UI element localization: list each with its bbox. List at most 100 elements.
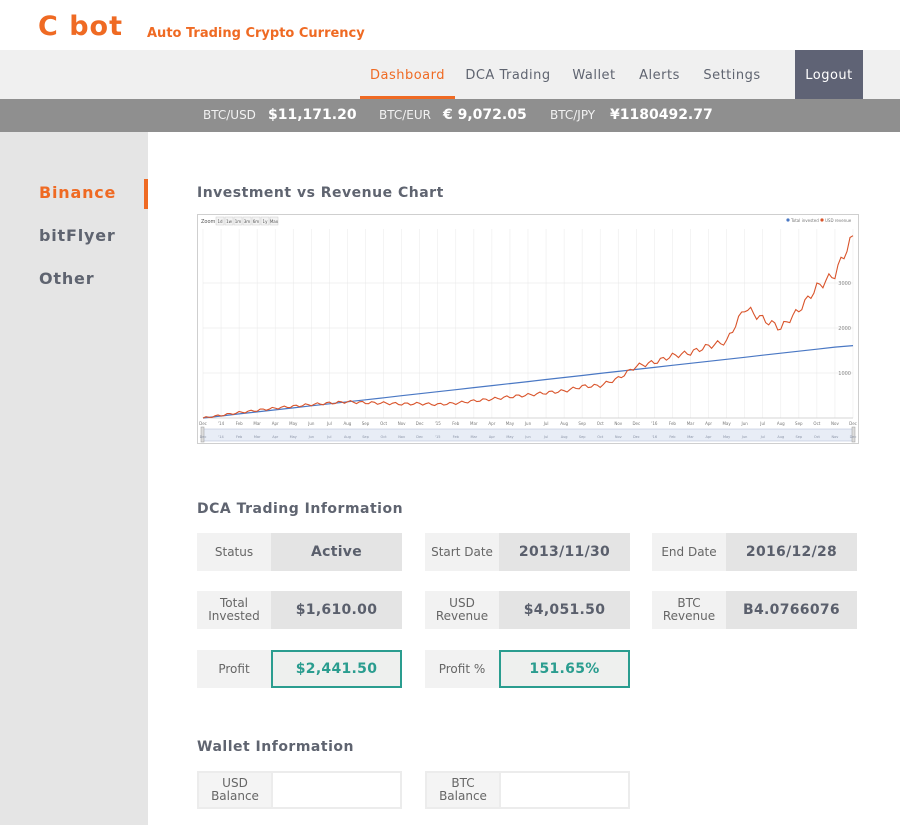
nav-dashboard[interactable]: Dashboard: [360, 50, 455, 99]
nav-dca-trading[interactable]: DCA Trading: [465, 68, 551, 83]
sidebar-item-other[interactable]: Other: [39, 269, 95, 288]
nav-wallet[interactable]: Wallet: [572, 68, 616, 83]
x-tick-label: Oct: [380, 421, 387, 426]
x-tick-label: Dec: [849, 421, 857, 426]
navigator-tick-label: Oct: [597, 435, 604, 439]
total-invested-label: Total Invested: [197, 591, 271, 629]
zoom-button: [215, 216, 225, 226]
zoom-option-3m: 3m: [244, 219, 251, 224]
navigator-tick-label: May: [290, 435, 297, 439]
zoom-label: Zoom: [201, 219, 216, 225]
navigator-tick-label: Mar: [254, 435, 261, 439]
x-tick-label: Jul: [326, 421, 332, 426]
zoom-option-Max: Max: [270, 219, 279, 224]
x-tick-label: Sep: [362, 421, 370, 426]
x-tick-label: Oct: [813, 421, 820, 426]
x-tick-label: May: [289, 421, 298, 426]
x-tick-label: Dec: [199, 421, 207, 426]
nav-settings[interactable]: Settings: [703, 68, 761, 83]
navigator-tick-label: Sep: [579, 435, 586, 439]
status-value: Active: [271, 533, 402, 571]
ticker-label-usd: BTC/USD: [203, 108, 256, 122]
navigator-tick-label: Sep: [796, 435, 803, 439]
ticker-value-jpy: ¥1180492.77: [610, 107, 713, 123]
start-date-value: 2013/11/30: [499, 533, 630, 571]
x-tick-label: Mar: [470, 421, 478, 426]
x-tick-label: Feb: [669, 421, 677, 426]
x-tick-label: Sep: [578, 421, 586, 426]
total-invested-value: $1,610.00: [271, 591, 402, 629]
x-tick-label: Mar: [687, 421, 695, 426]
logout-button[interactable]: Logout: [795, 50, 863, 99]
navigator-tick-label: Feb: [453, 435, 460, 439]
navigator-tick-label: Jun: [741, 435, 747, 439]
ticker-value-usd: $11,171.20: [268, 107, 357, 123]
zoom-button: [233, 216, 243, 226]
end-date-label: End Date: [652, 533, 726, 571]
zoom-button: [242, 216, 252, 226]
x-tick-label: Nov: [831, 421, 839, 426]
nav-alerts[interactable]: Alerts: [639, 68, 680, 83]
chart-section-title: Investment vs Revenue Chart: [197, 185, 444, 201]
x-tick-label: '14: [218, 421, 225, 426]
navigator-tick-label: Aug: [777, 435, 784, 439]
navigator-tick-label: Nov: [832, 435, 839, 439]
usd-revenue-value: $4,051.50: [499, 591, 630, 629]
btc-revenue-label: BTC Revenue: [652, 591, 726, 629]
usd-balance-label: USD Balance: [197, 771, 273, 809]
zoom-option-1w: 1w: [226, 219, 233, 224]
x-tick-label: Apr: [272, 421, 279, 426]
end-date-value: 2016/12/28: [726, 533, 857, 571]
x-tick-label: Feb: [452, 421, 460, 426]
y-tick-label: 2000: [838, 326, 851, 332]
investment-revenue-chart: Zoom 1d 1w 1m 3m 6m 1y Max Total invested USD rev…: [197, 214, 859, 444]
brand-tagline: Auto Trading Crypto Currency: [147, 26, 365, 41]
chart-svg: Zoom 1d 1w 1m 3m 6m 1y Max Total invested USD rev…: [199, 216, 857, 443]
brand-bar: C bot Auto Trading Crypto Currency: [0, 0, 900, 50]
navigator-tick-label: Nov: [615, 435, 622, 439]
navigator-tick-label: Feb: [669, 435, 676, 439]
ticker-label-eur: BTC/EUR: [379, 108, 431, 122]
y-tick-label: 3000: [838, 281, 851, 287]
zoom-option-1m: 1m: [235, 219, 242, 224]
navigator-tick-label: Dec: [416, 435, 423, 439]
x-tick-label: May: [506, 421, 515, 426]
navigator-tick-label: Oct: [381, 435, 388, 439]
sidebar-item-binance[interactable]: Binance: [39, 183, 117, 202]
legend-marker: [820, 218, 824, 222]
zoom-option-1d: 1d: [217, 219, 223, 224]
btc-balance-value: [499, 771, 630, 809]
legend-item: USD revenue: [825, 218, 852, 223]
start-date-label: Start Date: [425, 533, 499, 571]
profit-percent-label: Profit %: [425, 650, 499, 688]
dca-section-title: DCA Trading Information: [197, 501, 404, 517]
zoom-button: [260, 216, 270, 226]
zoom-button: [251, 216, 261, 226]
x-tick-label: '15: [435, 421, 442, 426]
x-tick-label: Jul: [543, 421, 549, 426]
profit-label: Profit: [197, 650, 271, 688]
sidebar-item-bitflyer[interactable]: bitFlyer: [39, 226, 116, 245]
navigator-tick-label: Dec: [850, 435, 857, 439]
x-tick-label: Apr: [705, 421, 712, 426]
main-nav: Dashboard DCA Trading Wallet Alerts Sett…: [0, 50, 900, 99]
navigator-tick-label: Oct: [814, 435, 821, 439]
wallet-section-title: Wallet Information: [197, 739, 354, 755]
x-tick-label: May: [722, 421, 731, 426]
navigator-tick-label: Apr: [489, 435, 496, 439]
cbot-logo[interactable]: C bot: [38, 11, 123, 42]
status-label: Status: [197, 533, 271, 571]
navigator-tick-label: Feb: [236, 435, 243, 439]
btc-revenue-value: B4.0766076: [726, 591, 857, 629]
navigator-tick-label: Mar: [687, 435, 694, 439]
x-tick-label: Nov: [398, 421, 406, 426]
x-tick-label: Aug: [344, 421, 352, 426]
navigator-tick-label: Dec: [200, 435, 207, 439]
x-tick-label: Mar: [253, 421, 261, 426]
x-tick-label: Dec: [632, 421, 640, 426]
x-tick-label: Jun: [524, 421, 532, 426]
navigator-handle-left: [200, 426, 205, 443]
x-tick-label: Jun: [741, 421, 749, 426]
price-ticker: BTC/USD $11,171.20 BTC/EUR € 9,072.05 BT…: [0, 99, 900, 132]
usd-revenue-label: USD Revenue: [425, 591, 499, 629]
